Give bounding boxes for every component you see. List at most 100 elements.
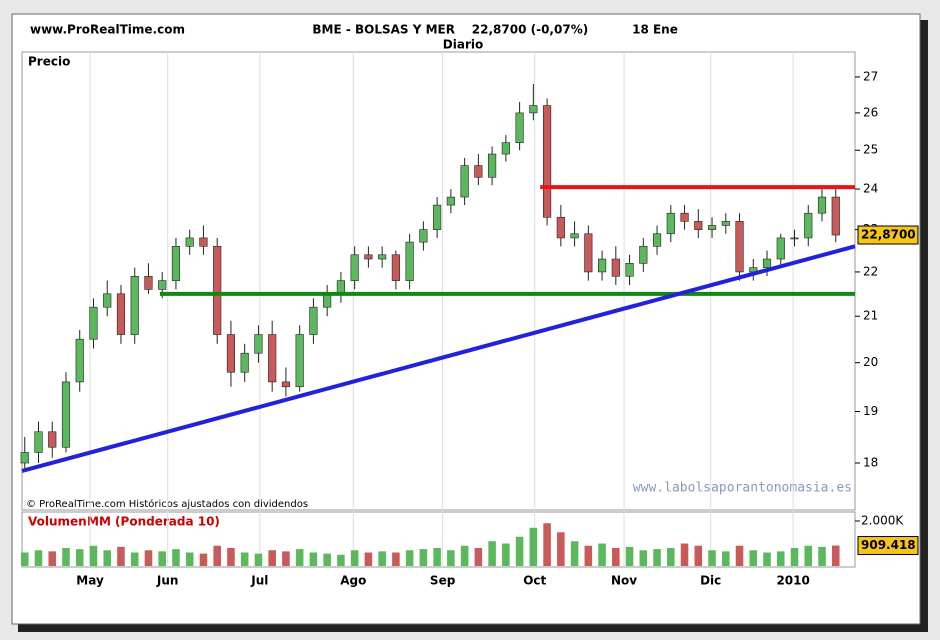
volume-bar	[199, 553, 208, 566]
candle-body	[309, 306, 318, 335]
volume-bar	[323, 553, 331, 566]
candle-body	[103, 293, 112, 308]
volume-bar	[831, 545, 840, 566]
candle-body	[460, 165, 469, 198]
y-tick-label: 24	[863, 182, 878, 196]
candle-body	[584, 233, 593, 273]
footnote: © ProRealTime.com Históricos ajustados c…	[26, 498, 308, 510]
volume-bar	[419, 549, 428, 566]
volume-bar	[20, 552, 29, 566]
candle-body	[707, 225, 717, 230]
candle-body	[268, 334, 277, 383]
x-tick-label: May	[76, 574, 104, 588]
volume-bar	[790, 548, 799, 566]
x-tick-label: Dic	[700, 574, 721, 588]
last-volume-label: 909.418	[861, 538, 916, 552]
candle-body	[144, 275, 153, 290]
volume-bar	[337, 554, 345, 566]
candle-body	[405, 241, 414, 281]
volume-bar	[240, 552, 249, 566]
candle-body	[116, 293, 126, 335]
y-tick-label: 27	[863, 69, 878, 83]
volume-bar	[447, 550, 455, 566]
candle-body	[501, 142, 510, 155]
candle-body	[735, 221, 744, 273]
volume-bar	[144, 550, 153, 566]
candle-body	[213, 246, 222, 335]
volume-bar	[722, 551, 730, 566]
candle-body	[515, 112, 524, 143]
volume-bar	[227, 548, 235, 566]
trend-line	[21, 244, 856, 473]
volume-bar	[818, 546, 826, 566]
volume-bar	[48, 551, 57, 566]
volume-bar	[529, 527, 538, 566]
volume-bar	[34, 550, 43, 566]
volume-bar	[172, 549, 180, 566]
candle-body	[652, 233, 662, 247]
subtitle: Diario	[443, 38, 483, 52]
candle-body	[281, 381, 291, 388]
candle-body	[433, 204, 442, 230]
source: www.ProRealTime.com	[30, 23, 185, 37]
y-tick-label: 25	[863, 143, 878, 157]
last-price-label: 22,8700	[861, 228, 916, 242]
candle-body	[694, 221, 703, 230]
volume-bar	[735, 545, 744, 566]
candle-body	[419, 229, 428, 243]
y-tick-label: 18	[863, 455, 878, 469]
candle-body	[762, 258, 772, 268]
volume-bar	[213, 545, 221, 566]
candle-body	[254, 334, 263, 354]
volume-bar	[776, 551, 785, 566]
last-volume-box	[857, 536, 919, 556]
volume-bar	[268, 550, 276, 566]
volume-bar	[474, 548, 483, 566]
candle-body	[20, 452, 29, 464]
x-tick-label: Jul	[250, 574, 268, 588]
y-label: Precio	[28, 55, 70, 69]
candle-body	[776, 237, 785, 260]
volume-bar	[405, 550, 414, 566]
candle-body	[158, 280, 167, 290]
volume-bar	[598, 543, 606, 566]
volume-bar	[158, 551, 166, 566]
watermark: www.labolsaporantonomasia.es	[633, 481, 852, 496]
volume-bar	[350, 550, 359, 566]
candle-body	[543, 105, 552, 218]
candle-body	[625, 263, 634, 277]
volume-bar	[557, 532, 565, 566]
candle-body	[171, 246, 181, 281]
volume-bar	[378, 551, 386, 566]
volume-bar	[543, 523, 551, 566]
candle-body	[817, 196, 827, 214]
candle-body	[804, 212, 813, 239]
candle-body	[556, 216, 565, 239]
volume-bar	[282, 551, 290, 566]
x-tick-label: Sep	[430, 574, 456, 588]
volume-bar	[460, 545, 469, 566]
volume-bar	[488, 541, 496, 566]
x-tick-label: Oct	[523, 574, 546, 588]
candle-body	[226, 334, 236, 373]
volume-bar	[103, 550, 112, 566]
volume-bar	[185, 552, 194, 566]
volume-bar	[392, 552, 400, 566]
title: BME - BOLSAS Y MER	[312, 23, 455, 37]
candle-body	[721, 221, 730, 226]
volume-bar	[584, 545, 593, 566]
price-panel	[21, 51, 856, 511]
candle-body	[61, 381, 71, 448]
volume-bar	[89, 545, 98, 566]
candle-body	[680, 212, 689, 222]
volume-bar	[680, 543, 689, 566]
candle-body	[130, 275, 139, 335]
volume-bar	[570, 541, 579, 566]
candle-body	[364, 254, 373, 260]
date: 18 Ene	[632, 23, 678, 37]
y-tick-label: 26	[863, 105, 878, 119]
candle-body	[378, 254, 387, 260]
candle-body	[391, 254, 400, 281]
frame	[11, 13, 921, 625]
